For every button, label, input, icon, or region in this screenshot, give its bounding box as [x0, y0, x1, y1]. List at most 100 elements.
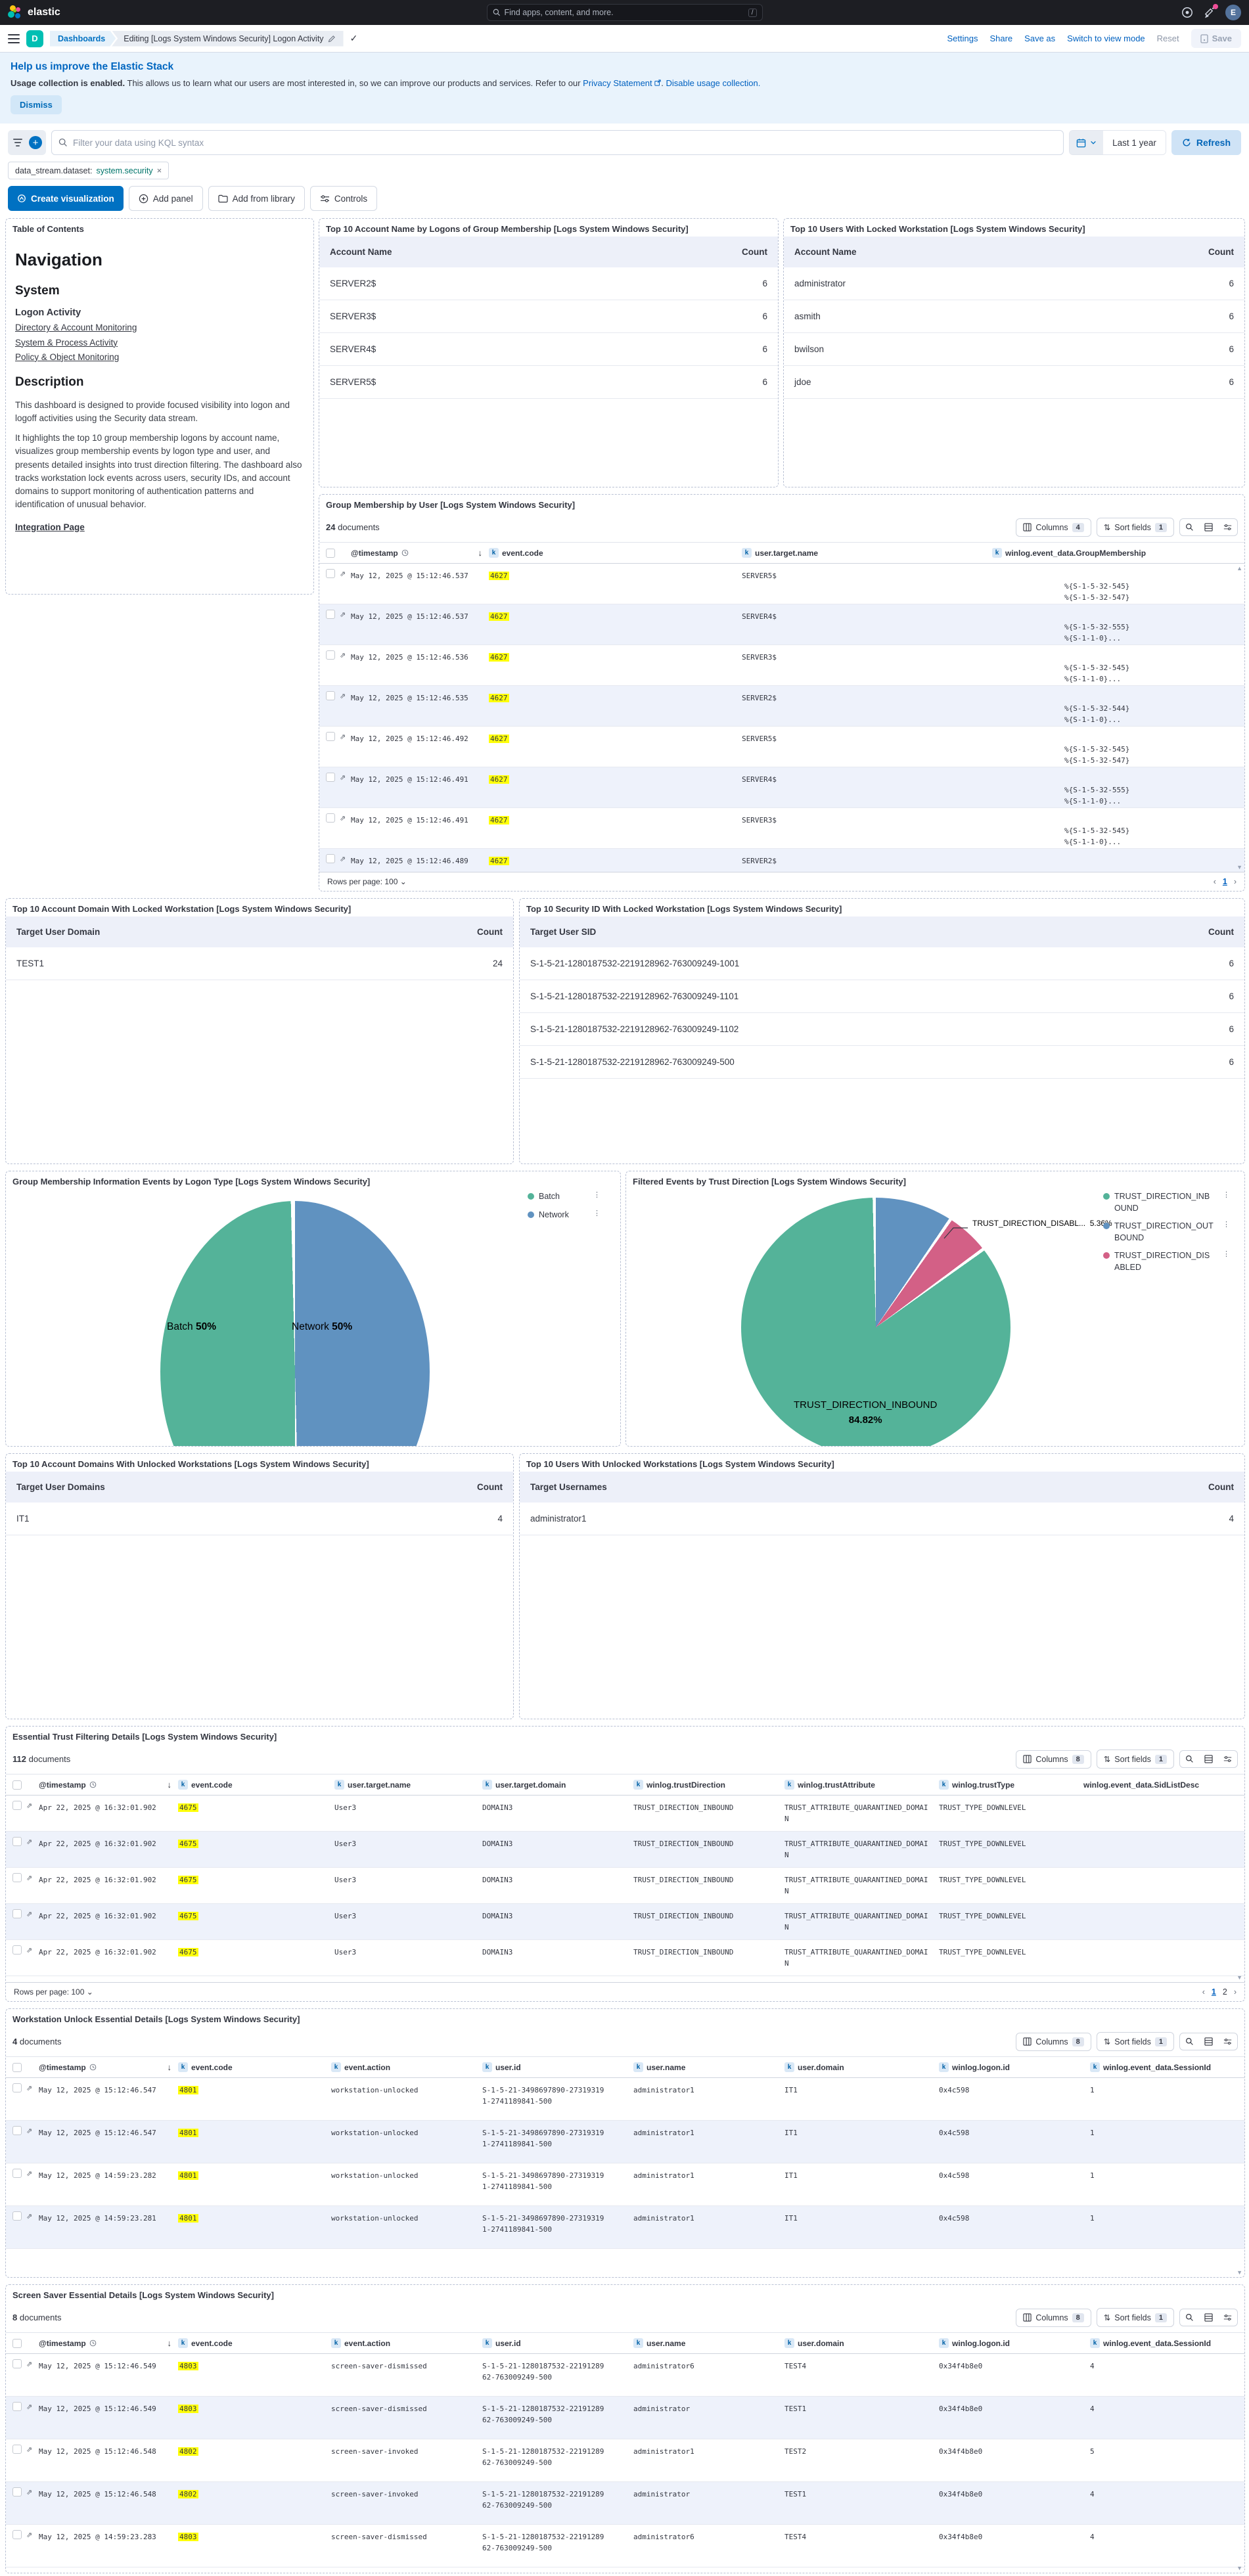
column-header-event-code[interactable]: k event.code	[178, 2338, 331, 2348]
row-checkbox[interactable]	[326, 650, 335, 660]
sort-desc-icon[interactable]: ↓	[478, 548, 483, 558]
account-name-cell[interactable]: SERVER4$	[319, 332, 719, 366]
kql-input[interactable]	[73, 137, 1057, 148]
column-header-trust-direction[interactable]: k winlog.trustDirection	[633, 1780, 784, 1790]
legend-menu-icon[interactable]: ⋮	[593, 1191, 601, 1199]
guided-tour-icon[interactable]	[1181, 6, 1194, 19]
user-avatar[interactable]: E	[1225, 5, 1241, 20]
grid-settings-icon[interactable]	[1218, 2033, 1237, 2050]
toc-integration-page-link[interactable]: Integration Page	[15, 522, 85, 532]
share-link[interactable]: Share	[989, 34, 1013, 43]
table-row[interactable]: IT1 4	[6, 1503, 513, 1535]
scroll-down-icon[interactable]: ▼	[1237, 864, 1242, 870]
table-row[interactable]: bwilson 6	[784, 332, 1244, 366]
expand-row-icon[interactable]: ⇗	[26, 2084, 33, 2092]
row-checkbox[interactable]	[12, 2169, 22, 2178]
grid-display-icon[interactable]	[1199, 1751, 1218, 1767]
grid-row[interactable]: ⇗ Apr 22, 2025 @ 16:32:01.902 4675 User3…	[6, 1904, 1244, 1940]
calendar-icon[interactable]	[1070, 131, 1104, 154]
grid-search-icon[interactable]	[1180, 2309, 1199, 2326]
column-header-event-code[interactable]: k event.code	[178, 1780, 334, 1790]
expand-row-icon[interactable]: ⇗	[340, 651, 346, 660]
column-header-logon-id[interactable]: k winlog.logon.id	[939, 2338, 1090, 2348]
news-feed-icon[interactable]	[1203, 4, 1218, 19]
sort-desc-icon[interactable]: ↓	[167, 1780, 172, 1790]
grid-search-icon[interactable]	[1180, 519, 1199, 535]
expand-row-icon[interactable]: ⇗	[26, 2403, 33, 2411]
column-header-user-domain[interactable]: k user.domain	[784, 2062, 939, 2072]
grid-row[interactable]: ⇗ May 12, 2025 @ 15:12:46.549 4803 scree…	[6, 2354, 1244, 2397]
count-cell[interactable]: 6	[719, 267, 778, 300]
account-name-cell[interactable]: asmith	[784, 300, 1185, 333]
username-cell[interactable]: administrator1	[520, 1503, 1185, 1535]
menu-hamburger-icon[interactable]	[8, 34, 20, 43]
domain-cell[interactable]: TEST1	[6, 947, 454, 980]
row-checkbox[interactable]	[12, 2083, 22, 2092]
account-name-cell[interactable]: SERVER2$	[319, 267, 719, 300]
space-avatar[interactable]: D	[26, 30, 43, 47]
expand-row-icon[interactable]: ⇗	[340, 570, 346, 578]
row-checkbox[interactable]	[12, 2445, 22, 2454]
column-header-count[interactable]: Count	[719, 237, 778, 267]
column-header-count[interactable]: Count	[1185, 237, 1244, 267]
column-header-user-name[interactable]: k user.name	[633, 2338, 784, 2348]
grid-row[interactable]: ⇗ Apr 22, 2025 @ 16:32:01.902 4675 User3…	[6, 1868, 1244, 1904]
row-checkbox[interactable]	[12, 1945, 22, 1955]
grid-row[interactable]: ⇗ May 12, 2025 @ 15:12:46.536 4627 SERVE…	[319, 645, 1244, 686]
legend-menu-icon[interactable]: ⋮	[1223, 1191, 1230, 1199]
global-search[interactable]: /	[486, 4, 763, 21]
account-name-cell[interactable]: jdoe	[784, 365, 1185, 399]
grid-row[interactable]: ⇗ May 12, 2025 @ 15:12:46.549 4803 scree…	[6, 2397, 1244, 2439]
count-cell[interactable]: 4	[454, 1503, 513, 1535]
scroll-down-icon[interactable]: ▼	[1237, 2269, 1242, 2276]
legend-menu-icon[interactable]: ⋮	[1223, 1221, 1230, 1229]
grid-row[interactable]: ⇗ May 12, 2025 @ 15:12:46.491 4627 SERVE…	[319, 808, 1244, 849]
count-cell[interactable]: 6	[1185, 332, 1244, 366]
table-row[interactable]: S-1-5-21-1280187532-2219128962-763009249…	[520, 980, 1244, 1013]
sid-cell[interactable]: S-1-5-21-1280187532-2219128962-763009249…	[520, 1045, 1185, 1079]
column-header-target-user-domains[interactable]: Target User Domains	[6, 1472, 454, 1503]
grid-search-icon[interactable]	[1180, 2033, 1199, 2050]
column-header-target-user-sid[interactable]: Target User SID	[520, 916, 1185, 947]
row-checkbox[interactable]	[12, 1801, 22, 1810]
account-name-cell[interactable]: bwilson	[784, 332, 1185, 366]
count-cell[interactable]: 6	[1185, 300, 1244, 333]
count-cell[interactable]: 6	[719, 300, 778, 333]
table-row[interactable]: SERVER3$ 6	[319, 300, 778, 333]
table-row[interactable]: TEST1 24	[6, 947, 513, 980]
next-page-icon[interactable]: ›	[1233, 1987, 1237, 1997]
column-header-timestamp[interactable]: @timestamp ↓	[39, 2062, 171, 2072]
toc-link-policy-object-monitoring[interactable]: Policy & Object Monitoring	[15, 351, 120, 362]
scroll-up-icon[interactable]: ▲	[1237, 565, 1242, 572]
grid-row[interactable]: ⇗ May 12, 2025 @ 15:12:46.548 4802 scree…	[6, 2482, 1244, 2525]
table-row[interactable]: administrator 6	[784, 267, 1244, 300]
kql-search-box[interactable]	[51, 130, 1064, 155]
filter-pill[interactable]: data_stream.dataset: system.security ×	[8, 162, 170, 179]
table-row[interactable]: SERVER4$ 6	[319, 332, 778, 366]
count-cell[interactable]: 6	[1185, 365, 1244, 399]
column-header-user-name[interactable]: k user.name	[633, 2062, 784, 2072]
table-row[interactable]: asmith 6	[784, 300, 1244, 333]
grid-settings-icon[interactable]	[1218, 2309, 1237, 2326]
column-header-trust-attribute[interactable]: k winlog.trustAttribute	[784, 1780, 939, 1790]
account-name-cell[interactable]: administrator	[784, 267, 1185, 300]
column-header-session-id[interactable]: k winlog.event_data.SessionId	[1090, 2338, 1244, 2348]
columns-button[interactable]: Columns 4	[1016, 518, 1091, 537]
column-header-event-action[interactable]: k event.action	[331, 2062, 482, 2072]
count-cell[interactable]: 6	[1185, 1012, 1244, 1046]
column-header-account-name[interactable]: Account Name	[784, 237, 1185, 267]
column-header-timestamp[interactable]: @timestamp ↓	[351, 548, 483, 558]
row-checkbox[interactable]	[326, 610, 335, 619]
expand-row-icon[interactable]: ⇗	[340, 855, 346, 863]
column-header-user-target-name[interactable]: k user.target.name	[334, 1780, 482, 1790]
expand-row-icon[interactable]: ⇗	[340, 610, 346, 619]
select-all-checkbox[interactable]	[319, 548, 351, 558]
breadcrumb-current[interactable]: Editing [Logs System Windows Security] L…	[112, 30, 344, 47]
count-cell[interactable]: 6	[1185, 1045, 1244, 1079]
grid-row[interactable]: ⇗ May 12, 2025 @ 14:59:23.283 4803 scree…	[6, 2525, 1244, 2567]
grid-settings-icon[interactable]	[1218, 519, 1237, 535]
refresh-button[interactable]: Refresh	[1171, 130, 1241, 155]
table-row[interactable]: S-1-5-21-1280187532-2219128962-763009249…	[520, 1012, 1244, 1046]
column-header-user-domain[interactable]: k user.domain	[784, 2338, 939, 2348]
row-checkbox[interactable]	[12, 1909, 22, 1918]
